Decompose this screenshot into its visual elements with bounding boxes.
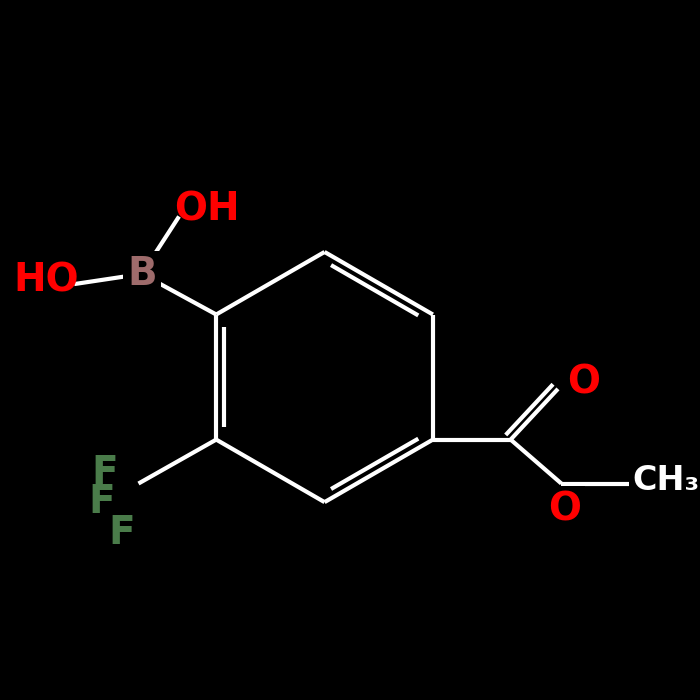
Text: F: F [91,454,118,492]
Text: B: B [127,255,157,293]
Text: F: F [108,514,135,552]
Text: F: F [88,484,115,522]
Text: O: O [548,490,581,528]
Text: HO: HO [13,262,78,300]
Text: O: O [567,363,600,401]
Text: CH₃: CH₃ [633,463,700,497]
Text: OH: OH [174,190,240,229]
